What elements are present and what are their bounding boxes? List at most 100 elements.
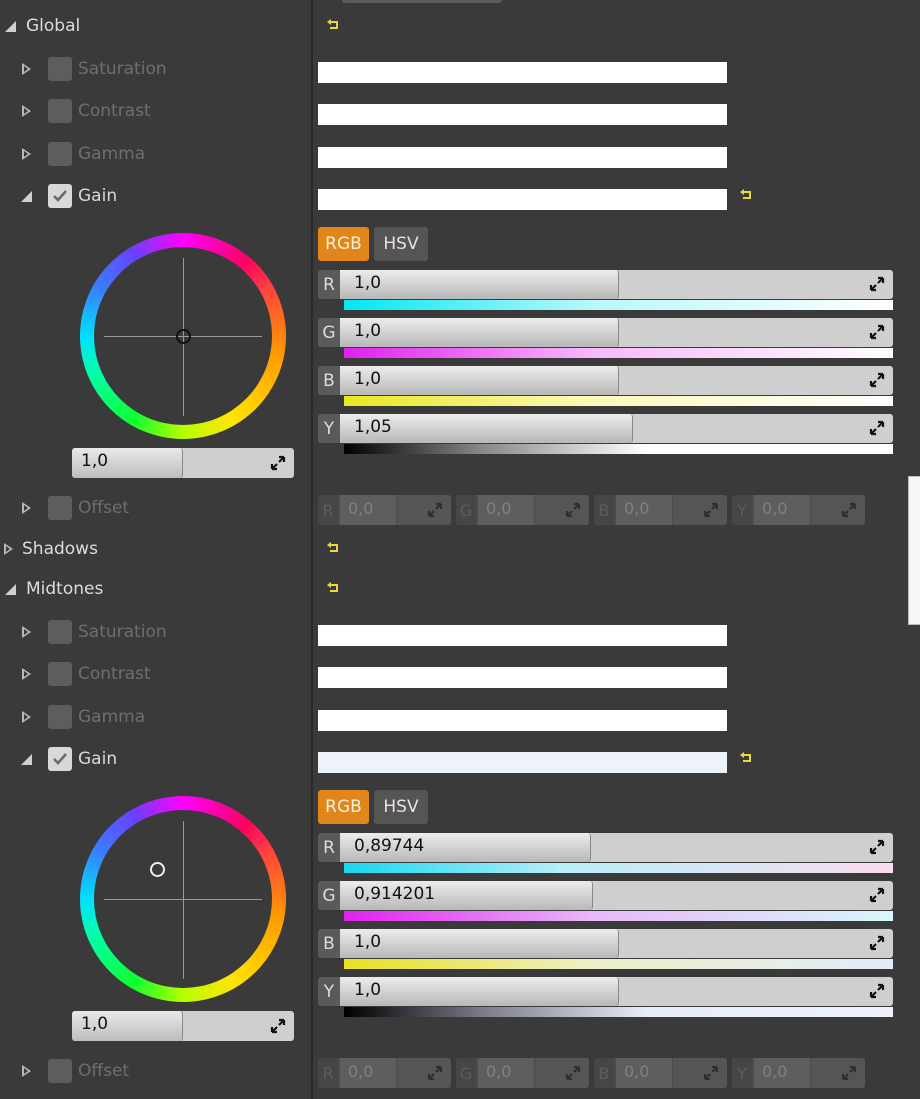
wheel-value-spinbox[interactable]: 1,0 — [72, 448, 294, 478]
midtones-contrast-row[interactable]: Contrast — [20, 656, 151, 692]
triangle-expand-icon[interactable] — [4, 582, 18, 596]
offset-checkbox[interactable] — [48, 1059, 72, 1083]
offset-y-field[interactable]: Y 0,0 — [732, 1058, 865, 1088]
triangle-expand-icon[interactable] — [20, 104, 34, 118]
triangle-expand-icon[interactable] — [2, 542, 16, 556]
spin-arrows-icon — [427, 502, 443, 518]
triangle-expand-icon[interactable] — [20, 752, 34, 766]
wheel-marker[interactable] — [150, 862, 165, 877]
offset-b-field[interactable]: B 0,0 — [594, 495, 727, 525]
gain-checkbox[interactable] — [48, 747, 72, 771]
reset-arrow-icon[interactable] — [326, 19, 342, 33]
scrollbar-thumb[interactable] — [908, 476, 920, 625]
reset-arrow-icon[interactable] — [326, 542, 342, 556]
saturation-value-bar[interactable] — [318, 625, 727, 646]
offset-y-field[interactable]: Y 0,0 — [732, 495, 865, 525]
gamma-value-bar[interactable] — [318, 147, 727, 168]
tab-rgb-label: RGB — [325, 234, 362, 254]
midtones-header[interactable]: Midtones — [4, 571, 103, 607]
channel-letter: B — [318, 929, 340, 958]
gain-checkbox[interactable] — [48, 184, 72, 208]
spin-arrows-icon — [841, 1065, 857, 1081]
spin-arrows-icon — [869, 983, 885, 999]
channel-b-slider[interactable]: B 1,0 — [318, 929, 893, 969]
midtones-offset-row[interactable]: Offset — [20, 1053, 129, 1089]
offset-checkbox[interactable] — [48, 496, 72, 520]
saturation-label: Saturation — [78, 622, 167, 642]
triangle-expand-icon[interactable] — [20, 189, 34, 203]
channel-gradient — [344, 348, 893, 358]
saturation-checkbox[interactable] — [48, 57, 72, 81]
spin-arrows-icon — [427, 1065, 443, 1081]
gamma-checkbox[interactable] — [48, 142, 72, 166]
gamma-value-bar[interactable] — [318, 710, 727, 731]
global-gamma-row[interactable]: Gamma — [20, 136, 145, 172]
offset-letter: B — [594, 495, 614, 525]
channel-b-slider[interactable]: B 1,0 — [318, 366, 893, 406]
channel-letter: G — [318, 881, 340, 910]
channel-y-slider[interactable]: Y 1,05 — [318, 414, 893, 454]
wheel-value-spinbox[interactable]: 1,0 — [72, 1011, 294, 1041]
saturation-value-bar[interactable] — [318, 62, 727, 83]
checkmark-icon — [53, 190, 67, 202]
offset-label: Offset — [78, 498, 130, 518]
tab-rgb[interactable]: RGB — [318, 227, 369, 261]
spin-arrows-icon — [565, 502, 581, 518]
column-divider[interactable] — [311, 0, 313, 1099]
contrast-value-bar[interactable] — [318, 667, 727, 688]
midtones-gamma-row[interactable]: Gamma — [20, 699, 145, 735]
channel-g-slider[interactable]: G 1,0 — [318, 318, 893, 358]
tab-hsv[interactable]: HSV — [374, 227, 428, 261]
gain-label: Gain — [78, 186, 118, 206]
global-gain-row[interactable]: Gain — [20, 178, 117, 214]
channel-value: 0,914201 — [354, 884, 436, 904]
triangle-expand-icon[interactable] — [20, 501, 34, 515]
midtones-saturation-row[interactable]: Saturation — [20, 614, 167, 650]
global-offset-row[interactable]: Offset — [20, 490, 129, 526]
channel-gradient — [344, 959, 893, 969]
channel-r-slider[interactable]: R 0,89744 — [318, 833, 893, 873]
triangle-expand-icon[interactable] — [20, 667, 34, 681]
channel-value: 1,0 — [354, 932, 382, 952]
channel-letter: B — [318, 366, 340, 395]
contrast-checkbox[interactable] — [48, 99, 72, 123]
offset-g-field[interactable]: G 0,0 — [456, 1058, 589, 1088]
reset-arrow-icon[interactable] — [326, 582, 342, 596]
tab-hsv[interactable]: HSV — [374, 790, 428, 824]
offset-g-field[interactable]: G 0,0 — [456, 495, 589, 525]
midtones-gain-row[interactable]: Gain — [20, 741, 117, 777]
tab-rgb[interactable]: RGB — [318, 790, 369, 824]
contrast-checkbox[interactable] — [48, 662, 72, 686]
gamma-label: Gamma — [78, 144, 146, 164]
offset-value: 0,0 — [486, 499, 512, 518]
channel-letter: Y — [318, 977, 340, 1006]
channel-y-slider[interactable]: Y 1,0 — [318, 977, 893, 1017]
offset-r-field[interactable]: R 0,0 — [318, 1058, 451, 1088]
shadows-header[interactable]: Shadows — [2, 531, 98, 567]
triangle-expand-icon[interactable] — [20, 1064, 34, 1078]
triangle-expand-icon[interactable] — [20, 147, 34, 161]
triangle-expand-icon[interactable] — [20, 625, 34, 639]
saturation-checkbox[interactable] — [48, 620, 72, 644]
offset-letter: G — [456, 1058, 476, 1088]
triangle-expand-icon[interactable] — [20, 62, 34, 76]
offset-b-field[interactable]: B 0,0 — [594, 1058, 727, 1088]
channel-letter: R — [318, 270, 340, 299]
triangle-expand-icon[interactable] — [20, 710, 34, 724]
global-contrast-row[interactable]: Contrast — [20, 93, 151, 129]
gamma-checkbox[interactable] — [48, 705, 72, 729]
reset-arrow-icon[interactable] — [739, 752, 755, 766]
gain-value-bar[interactable] — [318, 189, 727, 210]
global-header[interactable]: Global — [4, 8, 80, 44]
tab-hsv-label: HSV — [383, 797, 419, 817]
channel-r-slider[interactable]: R 1,0 — [318, 270, 893, 310]
wheel-marker[interactable] — [176, 329, 191, 344]
contrast-value-bar[interactable] — [318, 104, 727, 125]
offset-value: 0,0 — [762, 499, 788, 518]
global-saturation-row[interactable]: Saturation — [20, 51, 167, 87]
gain-value-bar[interactable] — [318, 752, 727, 773]
channel-g-slider[interactable]: G 0,914201 — [318, 881, 893, 921]
offset-r-field[interactable]: R 0,0 — [318, 495, 451, 525]
reset-arrow-icon[interactable] — [739, 189, 755, 203]
triangle-expand-icon[interactable] — [4, 19, 18, 33]
